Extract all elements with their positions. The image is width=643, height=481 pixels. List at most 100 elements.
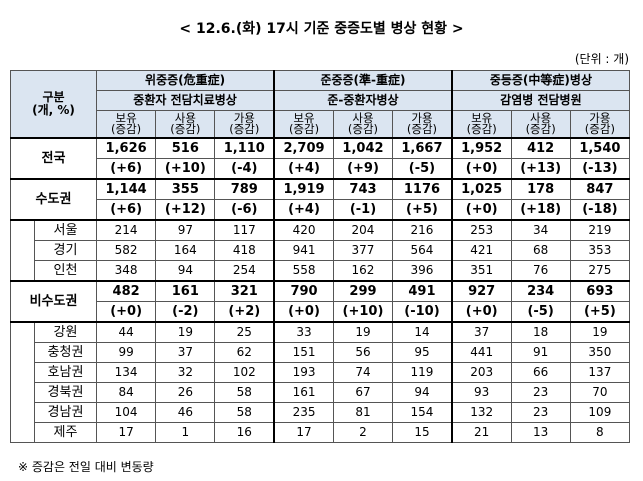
group-subheader: 감염병 전담병원 <box>450 90 630 111</box>
subregion-label: 서울 <box>34 219 97 241</box>
value-cell-text: 275 <box>588 263 612 277</box>
value-cell-text: 1,952 <box>461 141 503 156</box>
subregion-label-text: 제주 <box>53 425 78 440</box>
value-cell-text: 97 <box>177 223 193 237</box>
value-cell-text: 84 <box>118 385 134 399</box>
value-cell-text: 253 <box>470 223 494 237</box>
value-cell-text: 62 <box>236 345 252 359</box>
value-cell-text: 214 <box>114 223 138 237</box>
value-cell: 162 <box>332 260 394 282</box>
value-cell: 235 <box>273 402 334 423</box>
value-cell-text: 1,667 <box>401 141 443 156</box>
value-cell-text: 421 <box>470 243 494 257</box>
value-cell-text: 134 <box>114 365 138 379</box>
value-cell: 441 <box>450 342 512 363</box>
value-cell: 418 <box>214 240 275 261</box>
subregion-label: 경기 <box>34 240 97 261</box>
change-cell-text: (+0) <box>110 304 143 319</box>
value-cell-text: 19 <box>177 325 193 339</box>
value-cell-text: 351 <box>470 263 494 277</box>
value-cell-text: 1,144 <box>105 182 147 197</box>
value-cell: 743 <box>332 178 394 200</box>
header-line: (증감) <box>406 122 438 136</box>
change-cell: (+12) <box>155 199 216 221</box>
subregion-label: 경남권 <box>34 402 97 423</box>
table-row: (+6) (+12) (-6) (+4) (-1) (+5) (+0) (+18) (-18) <box>11 199 631 221</box>
change-cell-text: (-13) <box>582 161 618 176</box>
value-cell-text: 693 <box>586 284 614 299</box>
table-row: 충청권 99 37 62 151 56 95 441 91 350 <box>11 342 631 363</box>
table-row: 강원 44 19 25 33 19 14 37 18 19 <box>10 321 631 443</box>
group-subheader: 중환자 전담치료병상 <box>96 90 275 111</box>
value-cell: 68 <box>510 240 571 261</box>
value-cell-text: 99 <box>118 345 134 359</box>
value-cell-text: 558 <box>292 263 316 277</box>
change-cell-text: (-4) <box>231 161 258 176</box>
group-header: 위중증(危重症) <box>96 70 275 91</box>
change-cell: (-10) <box>392 301 453 323</box>
value-cell-text: 847 <box>586 182 614 197</box>
value-cell: 21 <box>450 422 512 443</box>
value-cell: 1176 <box>392 178 453 200</box>
value-cell: 178 <box>510 178 571 200</box>
value-cell: 2,709 <box>273 137 334 159</box>
value-cell-text: 582 <box>114 243 138 257</box>
header-line: (증감) <box>170 122 201 136</box>
change-cell: (+4) <box>273 158 334 180</box>
change-cell: (+4) <box>273 199 334 221</box>
indent-cell <box>10 321 35 443</box>
value-cell-text: 564 <box>410 243 434 257</box>
value-cell: 941 <box>273 240 334 261</box>
change-cell-text: (-5) <box>527 304 554 319</box>
value-cell: 15 <box>392 422 453 443</box>
header-line: (증감) <box>229 122 260 136</box>
value-cell: 927 <box>450 280 512 302</box>
subregion-label: 인천 <box>34 260 97 282</box>
change-cell: (-18) <box>569 199 631 221</box>
header-line: 사용 <box>352 111 374 125</box>
value-cell: 582 <box>95 240 157 261</box>
corner-cell: 구분 (개, %) <box>10 70 97 139</box>
value-cell: 104 <box>95 402 157 423</box>
value-cell: 18 <box>510 321 571 343</box>
value-cell: 91 <box>510 342 571 363</box>
value-cell-text: 37 <box>177 345 193 359</box>
value-cell: 17 <box>95 422 157 443</box>
value-cell-text: 441 <box>470 345 494 359</box>
value-cell: 154 <box>392 402 453 423</box>
value-cell-text: 137 <box>588 365 612 379</box>
value-cell: 790 <box>273 280 334 302</box>
region-label-text: 비수도권 <box>29 294 78 309</box>
table-row: 수도권 1,144 355 789 1,919 743 1176 1,025 178 847 <box>10 178 631 221</box>
value-cell-text: 482 <box>112 284 140 299</box>
value-cell: 97 <box>155 219 216 241</box>
subregion-label-text: 서울 <box>53 223 78 238</box>
value-cell: 516 <box>155 137 216 159</box>
value-cell: 17 <box>273 422 334 443</box>
value-cell: 299 <box>332 280 394 302</box>
table: 구분 (개, %) 위중증(危重症) 준중증(準-重症) 중등증(中等症)병상 중환자 전… <box>10 70 631 443</box>
change-cell: (-5) <box>392 158 453 180</box>
value-cell: 412 <box>510 137 571 159</box>
subregion-label: 호남권 <box>34 362 97 383</box>
value-cell: 214 <box>95 219 157 241</box>
group-subheader-text: 감염병 전담병원 <box>500 93 582 107</box>
value-cell: 420 <box>273 219 334 241</box>
value-cell: 351 <box>450 260 512 282</box>
region-label: 비수도권 <box>10 280 97 323</box>
value-cell-text: 26 <box>177 385 193 399</box>
value-cell: 321 <box>214 280 275 302</box>
value-cell: 119 <box>392 362 453 383</box>
value-cell-text: 15 <box>414 425 430 439</box>
value-cell: 102 <box>214 362 275 383</box>
value-cell: 1,110 <box>214 137 275 159</box>
header-line: 구분 <box>42 90 65 104</box>
value-cell-text: 68 <box>533 243 549 257</box>
value-cell-text: 46 <box>177 405 193 419</box>
value-cell: 32 <box>155 362 216 383</box>
table-row: 경남권 104 46 58 235 81 154 132 23 109 <box>11 402 631 423</box>
column-header: 보유 (증감) <box>95 110 157 139</box>
change-cell-text: (-5) <box>408 161 436 176</box>
value-cell: 353 <box>569 240 631 261</box>
change-cell: (+10) <box>332 301 394 323</box>
